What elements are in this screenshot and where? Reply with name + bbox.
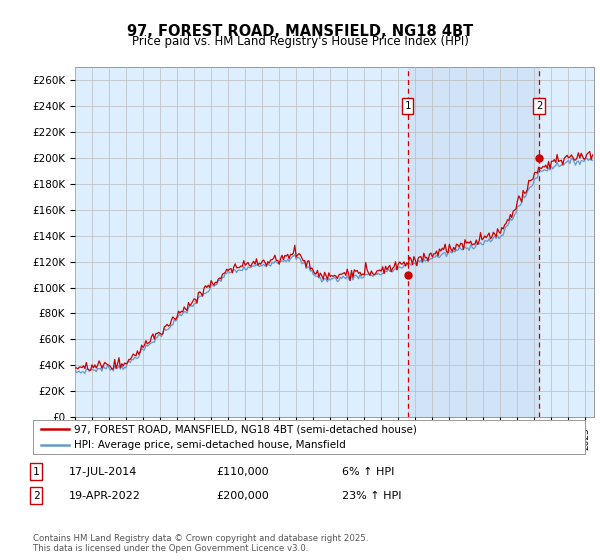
Text: 6% ↑ HPI: 6% ↑ HPI xyxy=(342,466,394,477)
Text: 2: 2 xyxy=(536,101,542,111)
Text: 1: 1 xyxy=(32,466,40,477)
Text: 1: 1 xyxy=(404,101,410,111)
Text: £110,000: £110,000 xyxy=(216,466,269,477)
Bar xyxy=(407,67,539,417)
Text: HPI: Average price, semi-detached house, Mansfield: HPI: Average price, semi-detached house,… xyxy=(74,440,346,450)
Text: 19-APR-2022: 19-APR-2022 xyxy=(69,491,141,501)
Text: Contains HM Land Registry data © Crown copyright and database right 2025.
This d: Contains HM Land Registry data © Crown c… xyxy=(33,534,368,553)
Text: Price paid vs. HM Land Registry's House Price Index (HPI): Price paid vs. HM Land Registry's House … xyxy=(131,35,469,48)
Text: 2: 2 xyxy=(32,491,40,501)
Text: 17-JUL-2014: 17-JUL-2014 xyxy=(69,466,137,477)
Text: 23% ↑ HPI: 23% ↑ HPI xyxy=(342,491,401,501)
Text: 97, FOREST ROAD, MANSFIELD, NG18 4BT (semi-detached house): 97, FOREST ROAD, MANSFIELD, NG18 4BT (se… xyxy=(74,424,417,434)
Text: 97, FOREST ROAD, MANSFIELD, NG18 4BT: 97, FOREST ROAD, MANSFIELD, NG18 4BT xyxy=(127,24,473,39)
Text: £200,000: £200,000 xyxy=(216,491,269,501)
